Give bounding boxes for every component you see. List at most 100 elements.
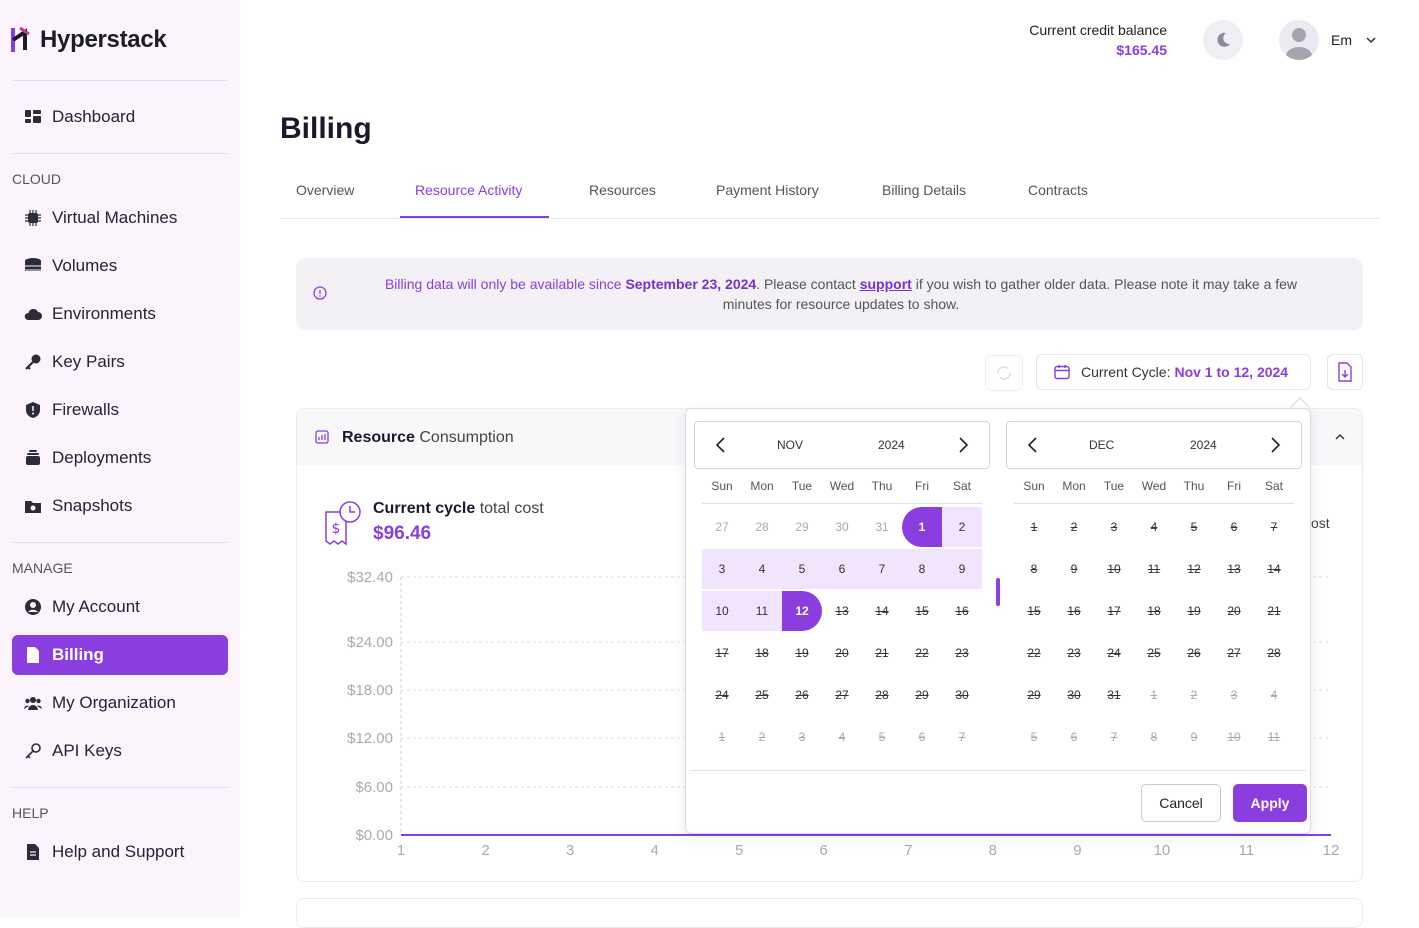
calendar-day[interactable]: 11 xyxy=(742,591,782,631)
theme-toggle-button[interactable] xyxy=(1203,20,1243,60)
calendar-day[interactable]: 15 xyxy=(1027,604,1041,618)
cancel-button[interactable]: Cancel xyxy=(1141,784,1221,822)
cycle-date-picker-button[interactable]: Current Cycle: Nov 1 to 12, 2024 xyxy=(1036,354,1311,390)
chevron-left-icon[interactable] xyxy=(1025,436,1041,454)
calendar-day[interactable]: 25 xyxy=(755,688,769,702)
sidebar-item-volumes[interactable]: Volumes xyxy=(12,246,228,286)
chevron-right-icon[interactable] xyxy=(1267,436,1283,454)
calendar-day[interactable]: 1 xyxy=(718,730,726,744)
calendar-day[interactable]: 29 xyxy=(795,520,809,534)
calendar-day[interactable]: 6 xyxy=(1230,520,1238,534)
sidebar-item-environments[interactable]: Environments xyxy=(12,294,228,334)
calendar-day[interactable]: 2 xyxy=(758,730,766,744)
sidebar-item-deployments[interactable]: Deployments xyxy=(12,438,228,478)
calendar-day[interactable]: 5 xyxy=(1190,520,1198,534)
calendar-day[interactable]: 27 xyxy=(715,520,729,534)
calendar-day[interactable]: 31 xyxy=(1107,688,1121,702)
calendar-day[interactable]: 3 xyxy=(798,730,806,744)
left-year[interactable]: 2024 xyxy=(878,438,905,452)
chevron-up-icon[interactable] xyxy=(1334,431,1346,443)
calendar-day[interactable]: 2 xyxy=(1190,688,1198,702)
calendar-day[interactable]: 1 xyxy=(1030,520,1038,534)
calendar-day[interactable]: 3 xyxy=(702,549,742,589)
calendar-day[interactable]: 20 xyxy=(1227,604,1241,618)
sidebar-item-help-and-support[interactable]: Help and Support xyxy=(12,832,228,872)
calendar-day[interactable]: 2 xyxy=(942,507,982,547)
calendar-day[interactable]: 6 xyxy=(918,730,926,744)
calendar-day[interactable]: 16 xyxy=(1067,604,1081,618)
calendar-day[interactable]: 28 xyxy=(1267,646,1281,660)
sidebar-item-firewalls[interactable]: Firewalls xyxy=(12,390,228,430)
sidebar-item-key-pairs[interactable]: Key Pairs xyxy=(12,342,228,382)
apply-button[interactable]: Apply xyxy=(1233,784,1307,822)
calendar-day[interactable]: 5 xyxy=(878,730,886,744)
download-report-button[interactable] xyxy=(1327,354,1363,390)
calendar-day[interactable]: 8 xyxy=(1150,730,1158,744)
sidebar-item-virtual-machines[interactable]: Virtual Machines xyxy=(12,198,228,238)
calendar-day[interactable]: 17 xyxy=(1107,604,1121,618)
calendar-day[interactable]: 8 xyxy=(902,549,942,589)
calendar-day[interactable]: 3 xyxy=(1110,520,1118,534)
tab-contracts[interactable]: Contracts xyxy=(1028,182,1088,198)
calendar-day[interactable]: 24 xyxy=(715,688,729,702)
calendar-day[interactable]: 2 xyxy=(1070,520,1078,534)
calendar-day[interactable]: 1 xyxy=(1150,688,1158,702)
calendar-day[interactable]: 19 xyxy=(1187,604,1201,618)
sidebar-item-snapshots[interactable]: Snapshots xyxy=(12,486,228,526)
left-month[interactable]: NOV xyxy=(777,438,804,452)
calendar-day[interactable]: 17 xyxy=(715,646,729,660)
calendar-day[interactable]: 18 xyxy=(1147,604,1161,618)
calendar-day[interactable]: 28 xyxy=(755,520,769,534)
calendar-day[interactable]: 7 xyxy=(862,549,902,589)
calendar-day[interactable]: 30 xyxy=(955,688,969,702)
calendar-day[interactable]: 5 xyxy=(1030,730,1038,744)
calendar-day[interactable]: 27 xyxy=(1227,646,1241,660)
calendar-day[interactable]: 23 xyxy=(1067,646,1081,660)
calendar-day[interactable]: 9 xyxy=(942,549,982,589)
calendar-day[interactable]: 3 xyxy=(1230,688,1238,702)
calendar-day[interactable]: 7 xyxy=(958,730,966,744)
calendar-day[interactable]: 15 xyxy=(915,604,929,618)
calendar-day[interactable]: 4 xyxy=(742,549,782,589)
brand-logo[interactable]: Hyperstack xyxy=(10,24,167,56)
tab-billing-details[interactable]: Billing Details xyxy=(882,182,967,198)
chevron-right-icon[interactable] xyxy=(955,436,971,454)
sidebar-item-dashboard[interactable]: Dashboard xyxy=(12,97,228,137)
calendar-day[interactable]: 5 xyxy=(782,549,822,589)
calendar-day[interactable]: 21 xyxy=(1267,604,1281,618)
calendar-day[interactable]: 28 xyxy=(875,688,889,702)
calendar-day[interactable]: 19 xyxy=(795,646,809,660)
calendar-day[interactable]: 23 xyxy=(955,646,969,660)
sidebar-item-my-organization[interactable]: My Organization xyxy=(12,683,228,723)
calendar-day[interactable]: 13 xyxy=(835,604,849,618)
calendar-day[interactable]: 18 xyxy=(755,646,769,660)
calendar-day[interactable]: 22 xyxy=(915,646,929,660)
calendar-day[interactable]: 6 xyxy=(1070,730,1078,744)
calendar-day[interactable]: 31 xyxy=(875,520,889,534)
calendar-day[interactable]: 4 xyxy=(838,730,846,744)
refresh-button[interactable] xyxy=(985,355,1023,391)
sidebar-item-api-keys[interactable]: API Keys xyxy=(12,731,228,771)
calendar-day[interactable]: 29 xyxy=(915,688,929,702)
right-month[interactable]: DEC xyxy=(1089,438,1115,452)
calendar-day[interactable]: 4 xyxy=(1270,688,1278,702)
calendar-day[interactable]: 7 xyxy=(1110,730,1118,744)
calendar-day[interactable]: 10 xyxy=(1227,730,1241,744)
calendar-day[interactable]: 10 xyxy=(1107,562,1121,576)
calendar-day[interactable]: 13 xyxy=(1227,562,1241,576)
sidebar-item-my-account[interactable]: My Account xyxy=(12,587,228,627)
right-year[interactable]: 2024 xyxy=(1190,438,1217,452)
calendar-day[interactable]: 24 xyxy=(1107,646,1121,660)
support-link[interactable]: support xyxy=(859,276,912,292)
calendar-day[interactable]: 26 xyxy=(795,688,809,702)
calendar-day[interactable]: 4 xyxy=(1150,520,1158,534)
calendar-day[interactable]: 9 xyxy=(1070,562,1078,576)
calendar-day[interactable]: 26 xyxy=(1187,646,1201,660)
calendar-day[interactable]: 10 xyxy=(702,591,742,631)
chevron-left-icon[interactable] xyxy=(713,436,729,454)
chevron-down-icon[interactable] xyxy=(1365,34,1377,46)
calendar-day[interactable]: 14 xyxy=(875,604,889,618)
calendar-day[interactable]: 6 xyxy=(822,549,862,589)
calendar-day[interactable]: 29 xyxy=(1027,688,1041,702)
scroll-thumb[interactable] xyxy=(996,578,1000,606)
